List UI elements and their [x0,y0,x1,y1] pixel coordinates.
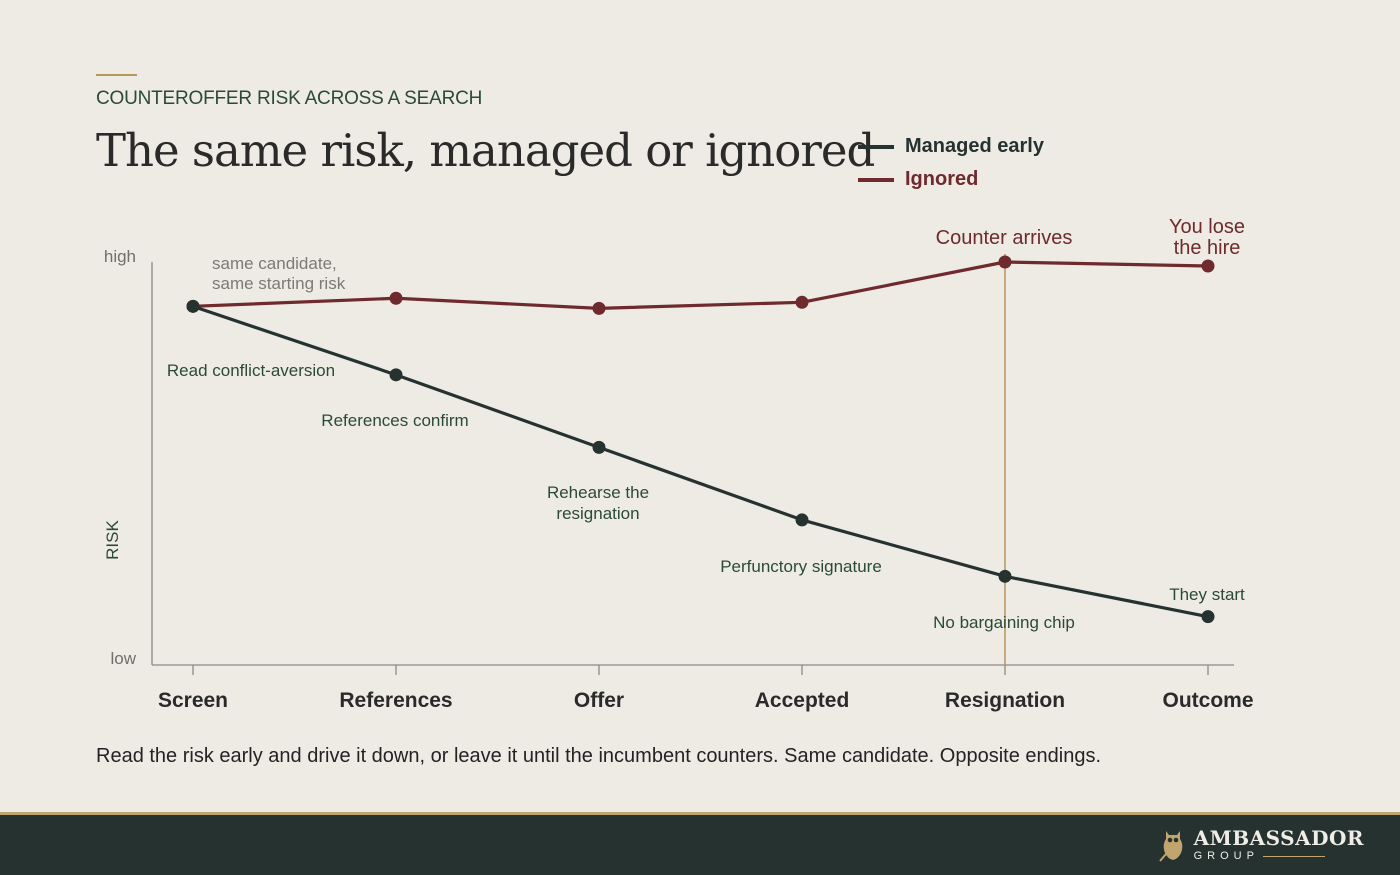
point-managed-screen [186,299,200,313]
point-ignored-references [389,291,403,305]
point-ignored-outcome [1201,259,1215,273]
eyebrow-label: COUNTEROFFER RISK ACROSS A SEARCH [96,88,483,109]
risk-line-chart: high low RISK Screen References Offer Accepted… [103,216,1254,712]
point-ignored-accepted [795,295,809,309]
chart-caption: Read the risk early and drive it down, o… [96,745,1102,767]
brand-sub: GROUP [1193,850,1259,862]
point-managed-outcome [1201,610,1215,624]
annotation-start-note: same candidate, same starting risk [212,254,346,293]
y-tick-low: low [110,649,136,668]
legend-item-managed: Managed early [858,130,1044,163]
point-managed-references [389,368,403,382]
series-line-managed [192,304,1209,619]
footer-accent-line [0,812,1400,815]
point-managed-accepted [795,513,809,527]
annotation-perfunctory-signature: Perfunctory signature [720,557,882,576]
page-title: The same risk, managed or ignored [96,124,875,177]
point-ignored-offer [592,301,606,315]
x-tick-label-offer: Offer [574,689,624,712]
footer-bar: AMBASSADOR GROUP [0,815,1400,875]
x-tick-label-screen: Screen [158,689,228,712]
legend-label-managed: Managed early [905,135,1044,157]
annotation-counter-arrives: Counter arrives [936,227,1073,249]
x-tick-label-outcome: Outcome [1162,689,1253,712]
series-line-ignored [192,260,1209,310]
x-tick-label-accepted: Accepted [755,689,850,712]
legend-swatch-managed [858,144,894,149]
x-tick-label-resignation: Resignation [945,689,1065,712]
brand-name: AMBASSADOR [1193,826,1364,850]
legend-swatch-ignored [858,177,894,182]
annotation-read-conflict-aversion: Read conflict-aversion [167,361,335,380]
annotation-references-confirm: References confirm [321,411,468,430]
point-managed-resignation [998,569,1012,583]
chart-legend: Managed early Ignored [858,130,1044,196]
annotation-rehearse-resignation: Rehearse the resignation [547,483,649,523]
brand-logo: AMBASSADOR GROUP [1158,825,1364,863]
brand-sub-rule [1262,855,1325,857]
annotation-no-bargaining-chip: No bargaining chip [933,613,1075,632]
legend-item-ignored: Ignored [858,163,1044,196]
legend-label-ignored: Ignored [905,168,979,190]
x-tick-label-references: References [339,689,452,712]
y-axis-title: RISK [103,520,122,560]
owl-icon [1158,831,1182,862]
point-managed-offer [592,440,606,454]
annotation-they-start: They start [1169,585,1245,604]
point-ignored-resignation [998,255,1012,269]
accent-rule [96,74,137,76]
annotation-you-lose-the-hire: You lose the hire [1169,216,1245,259]
y-tick-high: high [104,247,136,266]
